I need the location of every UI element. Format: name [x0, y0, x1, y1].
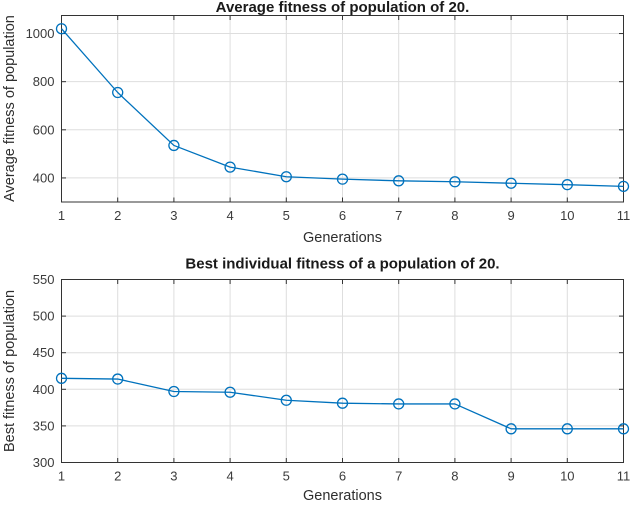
x-tick-label: 9: [507, 469, 514, 484]
best-fitness-x-axis-label: Generations: [303, 488, 382, 504]
x-tick-label: 6: [339, 208, 346, 223]
data-point-marker: [112, 373, 124, 385]
data-point-marker: [168, 139, 180, 152]
data-point-marker: [336, 397, 349, 409]
y-tick-label: 550: [33, 272, 55, 287]
x-tick-label: 2: [114, 469, 121, 484]
data-point-marker: [561, 423, 573, 435]
y-tick-label: 400: [33, 382, 55, 397]
x-tick-label: 8: [451, 208, 458, 223]
data-point-marker: [336, 173, 349, 185]
y-tick-label: 800: [33, 74, 55, 89]
data-point-marker: [55, 372, 68, 384]
x-tick-label: 7: [395, 469, 402, 484]
series-line: [61, 377, 624, 430]
x-tick-label: 7: [395, 208, 402, 223]
series-line: [61, 28, 624, 188]
x-tick-label: 4: [226, 469, 233, 484]
data-point-marker: [561, 179, 573, 191]
best-fitness-chart: 1 2 3 4 5 6 7 8 9 10 11 300 350 400 450 500 550: [33, 272, 630, 484]
y-tick-label: 1000: [26, 26, 55, 41]
x-tick-label: 1: [58, 469, 65, 484]
x-tick-label: 1: [58, 208, 65, 223]
x-tick-label: 6: [339, 469, 346, 484]
x-tick-label: 3: [170, 208, 177, 223]
data-point-marker: [449, 398, 461, 410]
average-fitness-y-axis-label: Average fitness of population: [2, 15, 18, 202]
x-tick-label: 11: [617, 469, 630, 484]
y-tick-label: 400: [33, 170, 55, 185]
data-point-marker: [393, 175, 405, 187]
y-tick-label: 600: [33, 122, 55, 137]
y-tick-label: 300: [33, 455, 55, 470]
data-point-marker: [393, 398, 405, 410]
y-tick-label: 350: [33, 418, 55, 433]
data-point-marker: [280, 171, 292, 183]
x-tick-label: 11: [617, 208, 630, 223]
y-tick-label: 500: [33, 309, 55, 324]
x-tick-label: 4: [226, 208, 233, 223]
average-fitness-x-axis-label: Generations: [303, 230, 382, 246]
data-point-marker: [617, 423, 630, 435]
data-point-marker: [224, 161, 236, 173]
x-tick-label: 5: [283, 469, 290, 484]
x-tick-label: 10: [560, 208, 574, 223]
data-point-marker: [112, 86, 124, 99]
data-point-marker: [224, 386, 236, 398]
x-tick-label: 10: [560, 469, 574, 484]
data-point-marker: [55, 23, 68, 35]
data-point-marker: [617, 180, 630, 193]
x-tick-label: 2: [114, 208, 121, 223]
y-tick-label: 450: [33, 345, 55, 360]
data-point-marker: [505, 423, 517, 435]
data-point-marker: [449, 176, 461, 188]
data-point-marker: [168, 385, 180, 398]
average-fitness-chart-title: Average fitness of population of 20.: [216, 0, 470, 16]
best-fitness-chart-title: Best individual fitness of a population …: [185, 256, 499, 273]
data-point-marker: [505, 177, 517, 189]
average-fitness-chart: 1 2 3 4 5 6 7 8 9 10 11 400 600 800 1000: [26, 15, 630, 223]
best-fitness-y-axis-label: Best fitness of population: [2, 290, 18, 452]
x-tick-label: 5: [283, 208, 290, 223]
data-point-marker: [280, 394, 292, 406]
x-tick-label: 9: [507, 208, 514, 223]
x-tick-label: 3: [170, 469, 177, 484]
x-tick-label: 8: [451, 469, 458, 484]
